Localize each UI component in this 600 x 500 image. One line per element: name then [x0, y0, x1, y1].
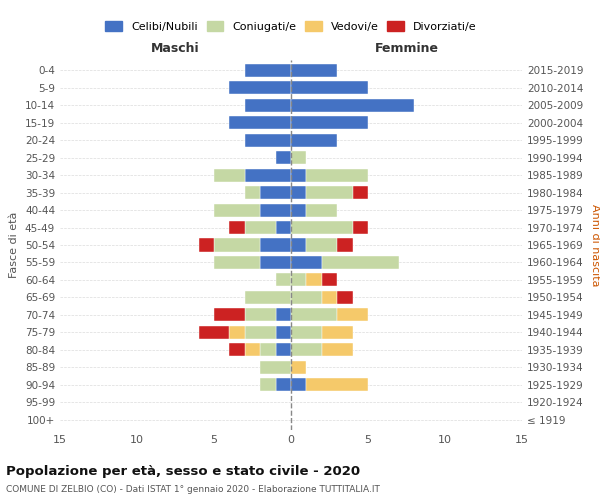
Bar — [337, 291, 353, 304]
Bar — [199, 326, 229, 339]
Y-axis label: Anni di nascita: Anni di nascita — [590, 204, 600, 286]
Bar — [260, 238, 291, 252]
Bar — [245, 326, 275, 339]
Bar — [214, 256, 260, 269]
Bar — [245, 134, 291, 147]
Bar — [275, 308, 291, 322]
Bar — [337, 238, 353, 252]
Bar — [245, 343, 260, 356]
Bar — [260, 360, 291, 374]
Bar — [322, 274, 337, 286]
Bar — [214, 238, 260, 252]
Bar — [291, 116, 368, 130]
Bar — [275, 221, 291, 234]
Bar — [199, 238, 214, 252]
Bar — [291, 238, 307, 252]
Bar — [291, 378, 307, 391]
Bar — [291, 221, 353, 234]
Bar — [291, 151, 307, 164]
Bar — [245, 99, 291, 112]
Bar — [214, 204, 260, 216]
Bar — [229, 326, 245, 339]
Bar — [291, 186, 307, 199]
Bar — [291, 64, 337, 77]
Bar — [322, 256, 399, 269]
Bar — [307, 204, 337, 216]
Bar — [307, 186, 353, 199]
Bar — [291, 360, 307, 374]
Bar — [307, 274, 322, 286]
Bar — [291, 134, 337, 147]
Bar — [337, 308, 368, 322]
Bar — [307, 168, 368, 181]
Bar — [245, 186, 260, 199]
Text: Femmine: Femmine — [374, 42, 439, 55]
Bar — [245, 221, 275, 234]
Bar — [275, 378, 291, 391]
Bar — [291, 204, 307, 216]
Text: Popolazione per età, sesso e stato civile - 2020: Popolazione per età, sesso e stato civil… — [6, 465, 360, 478]
Bar — [214, 168, 245, 181]
Bar — [291, 326, 322, 339]
Bar — [275, 151, 291, 164]
Bar — [260, 343, 275, 356]
Bar — [291, 82, 368, 94]
Bar — [260, 204, 291, 216]
Bar — [291, 256, 322, 269]
Bar — [245, 64, 291, 77]
Bar — [291, 99, 414, 112]
Bar — [291, 308, 337, 322]
Bar — [291, 168, 307, 181]
Bar — [307, 238, 337, 252]
Bar — [229, 221, 245, 234]
Bar — [229, 116, 291, 130]
Bar — [291, 291, 322, 304]
Text: COMUNE DI ZELBIO (CO) - Dati ISTAT 1° gennaio 2020 - Elaborazione TUTTITALIA.IT: COMUNE DI ZELBIO (CO) - Dati ISTAT 1° ge… — [6, 485, 380, 494]
Bar — [307, 378, 368, 391]
Bar — [245, 308, 275, 322]
Text: Maschi: Maschi — [151, 42, 200, 55]
Bar — [245, 291, 291, 304]
Bar — [322, 343, 353, 356]
Bar — [291, 343, 322, 356]
Bar — [214, 308, 245, 322]
Bar — [322, 326, 353, 339]
Bar — [291, 274, 307, 286]
Y-axis label: Fasce di età: Fasce di età — [10, 212, 19, 278]
Bar — [260, 256, 291, 269]
Bar — [275, 343, 291, 356]
Bar — [260, 378, 275, 391]
Bar — [260, 186, 291, 199]
Bar — [322, 291, 337, 304]
Bar — [245, 168, 291, 181]
Bar — [353, 221, 368, 234]
Bar — [229, 82, 291, 94]
Bar — [229, 343, 245, 356]
Legend: Celibi/Nubili, Coniugati/e, Vedovi/e, Divorziati/e: Celibi/Nubili, Coniugati/e, Vedovi/e, Di… — [102, 18, 480, 35]
Bar — [275, 274, 291, 286]
Bar — [353, 186, 368, 199]
Bar — [275, 326, 291, 339]
